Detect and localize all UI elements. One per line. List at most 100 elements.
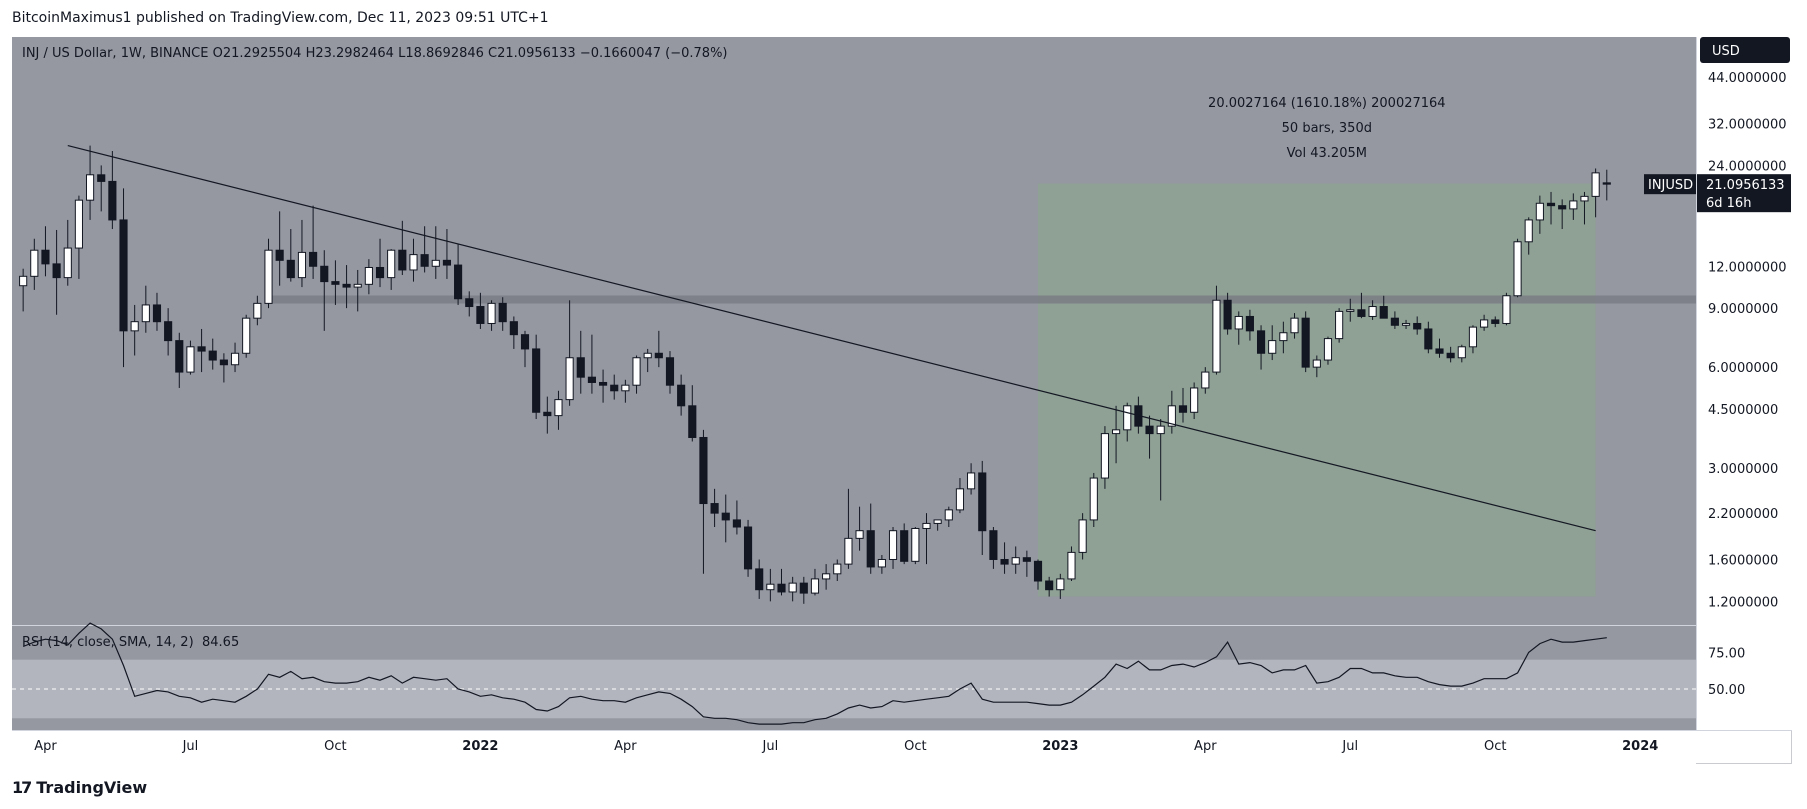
candle	[1502, 292, 1511, 326]
candle	[688, 385, 697, 442]
candle	[297, 219, 307, 288]
candle	[1524, 217, 1533, 255]
candle-body-down	[476, 306, 485, 324]
candle	[1390, 311, 1399, 329]
candle	[442, 229, 452, 279]
candle	[208, 338, 217, 370]
candle	[710, 488, 719, 528]
candle	[52, 229, 61, 315]
candle	[1491, 316, 1500, 328]
candle	[1290, 313, 1299, 339]
candle-body-up	[944, 509, 953, 521]
candle-body-up	[1234, 315, 1243, 330]
price-axis	[1697, 37, 1792, 730]
candle-body-up	[431, 259, 440, 267]
candle-body-up	[955, 488, 965, 511]
candle-body-down	[1435, 348, 1444, 354]
candle	[1212, 285, 1221, 375]
measurement-bars-label: 50 bars, 350d	[1282, 121, 1372, 136]
measurement-box	[1038, 183, 1596, 597]
candle-body-up	[1056, 578, 1065, 591]
candle	[409, 238, 418, 282]
footer-brand[interactable]: 17 TradingView	[12, 778, 147, 797]
candle	[74, 195, 83, 279]
candle	[532, 334, 541, 420]
candle	[1379, 295, 1388, 319]
candle	[1256, 325, 1266, 370]
candle-body-down	[442, 259, 452, 266]
rsi-tick-label: 50.00	[1708, 683, 1745, 698]
candle-body-up	[1268, 340, 1277, 354]
candle	[1201, 367, 1210, 394]
time-tick-label: Apr	[1194, 739, 1217, 754]
candle-body-down	[755, 568, 764, 591]
candle	[978, 460, 987, 556]
candle	[877, 555, 886, 574]
candle-body-down	[587, 376, 596, 383]
candle	[1457, 344, 1466, 363]
candle	[353, 269, 362, 312]
candle	[19, 268, 28, 312]
candle-body-up	[1279, 332, 1288, 342]
candle-body-down	[1602, 182, 1611, 185]
candle-body-up	[1580, 195, 1589, 202]
candle	[309, 205, 318, 279]
candle	[621, 379, 630, 403]
last-price-value: 21.0956133	[1706, 178, 1785, 193]
currency-button	[1700, 37, 1790, 63]
candle-body-down	[1245, 315, 1254, 332]
legend-l-label: L	[398, 46, 406, 61]
chart-canvas[interactable]: 20.0027164 (1610.18%) 200027164 50 bars, …	[12, 37, 1792, 764]
candle-body-up	[766, 583, 775, 591]
candle-body-down	[1491, 319, 1500, 324]
candle	[1033, 559, 1043, 590]
candle	[487, 300, 496, 331]
candle-body-down	[743, 526, 753, 570]
candle-body-up	[1312, 359, 1321, 368]
candle	[1413, 316, 1422, 335]
candle	[699, 429, 708, 574]
candle	[755, 559, 764, 599]
candle	[1335, 308, 1344, 343]
candle-body-up	[855, 530, 864, 539]
candle-body-up	[409, 254, 418, 271]
candle-body-down	[465, 298, 474, 308]
time-tick-label: Apr	[614, 739, 637, 754]
candle	[1245, 309, 1254, 341]
candle	[108, 150, 117, 230]
candle	[230, 342, 240, 373]
time-tick-label: Oct	[324, 739, 346, 754]
candle	[253, 295, 262, 326]
candle-body-down	[52, 263, 61, 279]
candle-body-up	[1401, 322, 1411, 326]
candle-body-down	[309, 251, 318, 267]
candle-body-up	[253, 302, 262, 319]
price-tick-label: 9.0000000	[1708, 302, 1778, 317]
candle	[1279, 321, 1288, 354]
time-tick-label: Jul	[1341, 739, 1358, 754]
candle	[833, 559, 842, 582]
candle	[554, 390, 563, 430]
candle	[264, 238, 273, 309]
measurement-change-label: 20.0027164 (1610.18%) 200027164	[1208, 96, 1446, 111]
price-tick-label: 24.0000000	[1708, 159, 1787, 174]
candle	[866, 503, 875, 574]
time-tick-label: 2023	[1042, 739, 1078, 754]
candle-body-down	[454, 264, 463, 300]
candle-body-up	[1323, 338, 1333, 361]
symbol-price-tag	[1644, 174, 1696, 195]
candle	[1513, 238, 1522, 298]
candle	[543, 396, 552, 434]
candle-body-up	[297, 251, 307, 279]
time-tick-label: Jul	[762, 739, 779, 754]
candle-body-up	[186, 346, 195, 373]
price-tick-label: 32.0000000	[1708, 118, 1787, 133]
candle-body-up	[621, 384, 630, 392]
candle	[1234, 311, 1243, 345]
candle	[565, 300, 574, 406]
candle	[587, 334, 596, 394]
candle-body-down	[331, 281, 340, 285]
candle	[1558, 199, 1567, 230]
candle-body-up	[833, 563, 842, 575]
candle-body-down	[520, 334, 530, 350]
